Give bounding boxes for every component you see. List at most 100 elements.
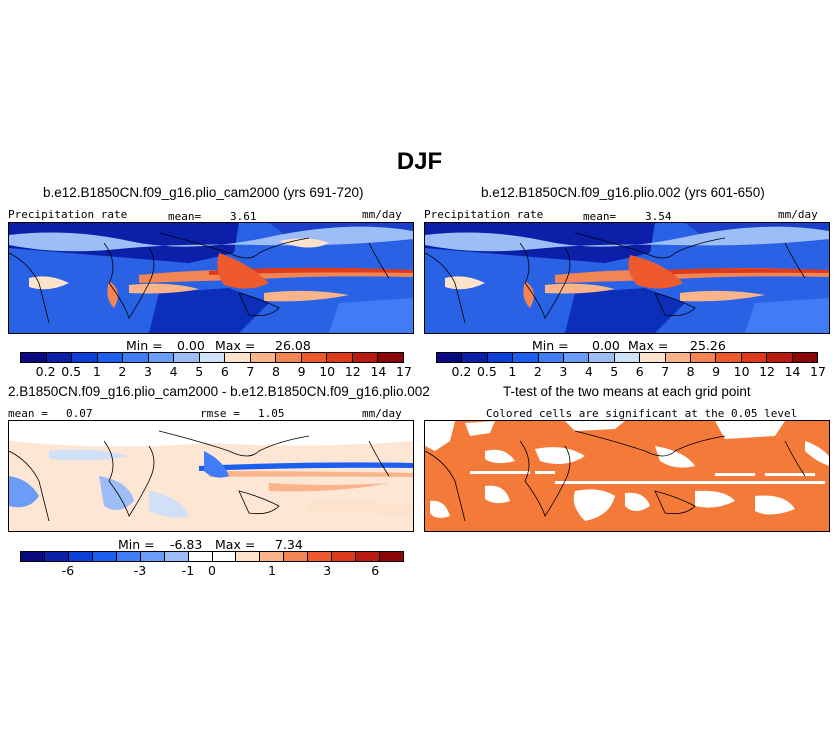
- colorbar-swatch: [188, 552, 213, 561]
- panel1-min-label: Min =: [126, 338, 163, 353]
- colorbar-label: 17: [810, 364, 826, 379]
- panel2-precip-map: [424, 222, 830, 334]
- colorbar-swatch: [250, 353, 277, 362]
- colorbar-swatch: [276, 353, 302, 362]
- colorbar-swatch: [767, 353, 793, 362]
- panel4-ttest-map: [424, 420, 830, 532]
- panel3-rmse-label: rmse =: [200, 407, 240, 420]
- colorbar-swatch: [487, 353, 514, 362]
- colorbar-swatch: [665, 353, 692, 362]
- colorbar-swatch: [614, 353, 641, 362]
- colorbar-swatch: [46, 353, 73, 362]
- panel3-max-value: 7.34: [275, 537, 303, 552]
- panel1-min-value: 0.00: [177, 338, 205, 353]
- colorbar-swatch: [225, 353, 251, 362]
- panel2-max-value: 25.26: [690, 338, 726, 353]
- colorbar-swatch: [148, 353, 175, 362]
- colorbar-label: 0.2: [451, 364, 472, 379]
- panel2-min-value: 0.00: [592, 338, 620, 353]
- colorbar-label: 10: [733, 364, 750, 379]
- panel4-subtitle: Colored cells are significant at the 0.0…: [486, 407, 798, 420]
- panel1-colorbar: [20, 352, 404, 363]
- colorbar-swatch: [212, 552, 237, 561]
- panel2-units: mm/day: [778, 208, 818, 221]
- colorbar-swatch: [716, 353, 742, 362]
- panel2-mean-value: 3.54: [645, 210, 672, 223]
- colorbar-label: 14: [784, 364, 801, 379]
- colorbar-swatch: [564, 353, 590, 362]
- colorbar-swatch: [174, 353, 200, 362]
- panel3-colorbar-labels: -6 -3 -1 0 1 3 6: [20, 563, 404, 578]
- colorbar-label: 2: [118, 364, 127, 379]
- colorbar-swatch: [284, 552, 309, 561]
- colorbar-label: 3: [559, 364, 568, 379]
- panel3-colorbar: [20, 551, 404, 562]
- colorbar-label: 4: [169, 364, 178, 379]
- colorbar-label: 12: [344, 364, 361, 379]
- colorbar-label: 14: [370, 364, 387, 379]
- panel2-max-label: Max =: [628, 338, 669, 353]
- colorbar-swatch: [72, 353, 98, 362]
- panel2-colorbar: [436, 352, 818, 363]
- colorbar-swatch: [97, 353, 124, 362]
- panel1-max-value: 26.08: [275, 338, 311, 353]
- colorbar-label: 10: [319, 364, 336, 379]
- colorbar-label: 0.5: [476, 364, 497, 379]
- colorbar-swatch: [691, 353, 717, 362]
- panel1-precip-map: [8, 222, 414, 334]
- panel3-max-label: Max =: [215, 537, 256, 552]
- colorbar-swatch: [308, 552, 333, 561]
- panel3-min-value: -6.83: [170, 537, 203, 552]
- colorbar-label: 5: [610, 364, 619, 379]
- colorbar-swatch: [356, 552, 381, 561]
- colorbar-label: -1: [181, 563, 195, 578]
- colorbar-label: 8: [272, 364, 280, 379]
- colorbar-label: 4: [584, 364, 593, 379]
- colorbar-label: 5: [195, 364, 204, 379]
- colorbar-label: 1: [508, 364, 517, 379]
- colorbar-swatch: [352, 353, 379, 362]
- colorbar-swatch: [301, 353, 328, 362]
- colorbar-label: 7: [661, 364, 670, 379]
- colorbar-swatch: [164, 552, 189, 561]
- panel1-variable-label: Precipitation rate: [8, 208, 128, 221]
- colorbar-label: 9: [297, 364, 306, 379]
- colorbar-label: 12: [759, 364, 776, 379]
- panel3-mean-label: mean =: [8, 407, 48, 420]
- panel2-title: b.e12.B1850CN.f09_g16.plio.002 (yrs 601-…: [481, 185, 765, 200]
- colorbar-swatch: [68, 552, 93, 561]
- panel3-rmse-value: 1.05: [258, 407, 285, 420]
- colorbar-label: 0.5: [61, 364, 82, 379]
- colorbar-label: 3: [323, 563, 332, 578]
- panel1-max-label: Max =: [215, 338, 256, 353]
- colorbar-swatch: [380, 552, 403, 561]
- colorbar-swatch: [538, 353, 565, 362]
- colorbar-swatch: [741, 353, 768, 362]
- panel2-min-label: Min =: [532, 338, 569, 353]
- colorbar-label: 8: [686, 364, 695, 379]
- colorbar-swatch: [327, 353, 353, 362]
- panel2-variable-label: Precipitation rate: [424, 208, 544, 221]
- colorbar-swatch: [21, 552, 45, 561]
- panel2-mean-label: mean=: [583, 210, 617, 223]
- panel3-min-label: Min =: [118, 537, 155, 552]
- colorbar-label: -6: [61, 563, 75, 578]
- colorbar-label: 6: [635, 364, 644, 379]
- colorbar-label: 9: [712, 364, 721, 379]
- panel4-title: T-test of the two means at each grid poi…: [503, 384, 751, 399]
- panel1-colorbar-labels: 0.2 0.5 1 2 3 4 5 6 7 8 9 10 12 14 17: [20, 364, 412, 379]
- colorbar-label: 6: [220, 364, 229, 379]
- panel1-title: b.e12.B1850CN.f09_g16.plio_cam2000 (yrs …: [43, 185, 364, 200]
- colorbar-label: 2: [533, 364, 542, 379]
- colorbar-swatch: [378, 353, 403, 362]
- colorbar-label: 17: [396, 364, 412, 379]
- colorbar-label: 7: [246, 364, 255, 379]
- panel3-difference-map: [8, 420, 414, 532]
- colorbar-swatch: [260, 552, 285, 561]
- colorbar-swatch: [21, 353, 47, 362]
- colorbar-swatch: [123, 353, 149, 362]
- colorbar-swatch: [792, 353, 818, 362]
- colorbar-label: 1: [92, 364, 101, 379]
- colorbar-swatch: [92, 552, 117, 561]
- colorbar-swatch: [640, 353, 666, 362]
